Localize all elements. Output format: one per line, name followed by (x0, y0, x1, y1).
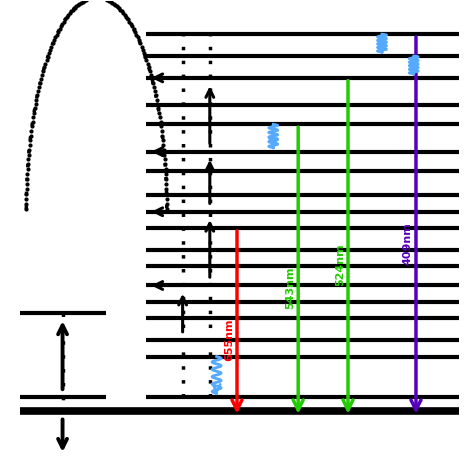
Text: 543nm: 543nm (285, 267, 295, 310)
Text: 524nm: 524nm (335, 244, 345, 286)
Text: 655nm: 655nm (224, 319, 234, 361)
Text: 409nm: 409nm (403, 222, 413, 264)
